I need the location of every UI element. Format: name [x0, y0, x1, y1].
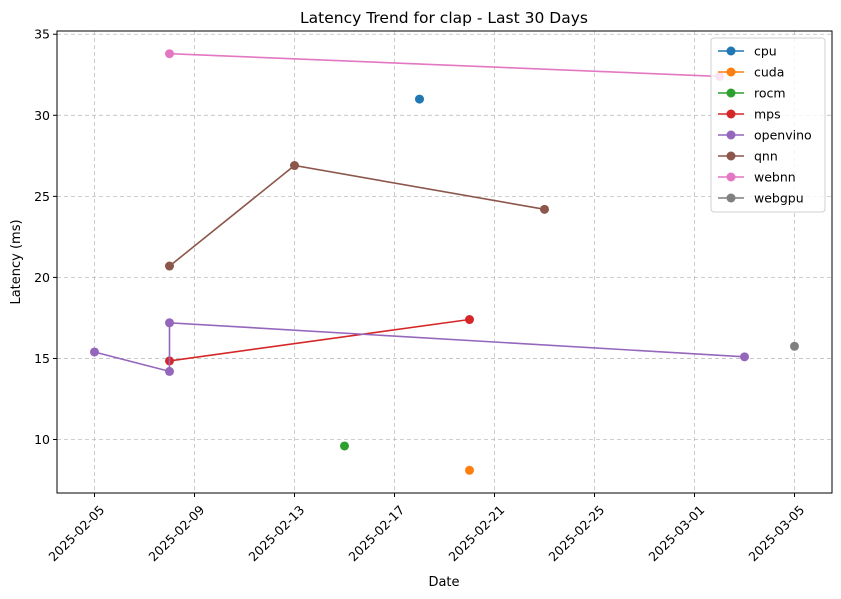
- legend-entry-mps: mps: [718, 107, 781, 122]
- legend-entry-qnn: qnn: [718, 149, 778, 164]
- series-layer: [90, 49, 799, 475]
- legend-entry-openvino: openvino: [718, 128, 812, 143]
- series-qnn: [165, 161, 549, 271]
- data-point-mps: [465, 315, 474, 325]
- y-tick-label: 15: [34, 351, 50, 366]
- y-tick-label: 35: [34, 27, 50, 42]
- legend-swatch-marker: [726, 130, 736, 140]
- legend-entry-webnn: webnn: [718, 170, 796, 185]
- data-point-openvino: [165, 366, 174, 376]
- y-axis-label: Latency (ms): [9, 219, 24, 304]
- legend-label: rocm: [754, 86, 786, 101]
- legend-entry-cpu: cpu: [718, 44, 777, 59]
- grid-lines: [57, 31, 832, 493]
- y-tick-label: 10: [34, 432, 50, 447]
- legend-swatch-marker: [726, 46, 736, 56]
- legend-label: cpu: [754, 44, 777, 59]
- legend-entry-rocm: rocm: [718, 86, 786, 101]
- chart-title: Latency Trend for clap - Last 30 Days: [300, 9, 588, 27]
- series-cpu: [415, 94, 424, 104]
- series-line-webnn: [169, 52, 720, 78]
- y-tick-label: 20: [34, 270, 50, 285]
- legend-swatch-marker: [726, 88, 736, 98]
- legend-label: cuda: [754, 65, 784, 80]
- data-point-openvino: [740, 352, 749, 362]
- legend-label: qnn: [754, 149, 778, 164]
- legend-label: webnn: [754, 170, 796, 185]
- series-line-openvino: [94, 321, 745, 373]
- series-rocm: [340, 441, 349, 451]
- legend-entry-cuda: cuda: [718, 65, 784, 80]
- y-tick-label: 25: [34, 189, 50, 204]
- legend-label: openvino: [754, 128, 812, 143]
- legend-swatch-marker: [726, 67, 736, 77]
- legend: cpu cuda rocm mps openvino qnn webnn webgpu: [710, 37, 826, 213]
- data-point-cpu: [415, 94, 424, 104]
- legend-swatch-marker: [726, 151, 736, 161]
- legend-entry-webgpu: webgpu: [718, 191, 804, 206]
- x-axis-label: Date: [428, 575, 459, 590]
- data-point-webnn: [165, 49, 174, 59]
- plot-frame: [56, 30, 833, 494]
- legend-swatch-marker: [726, 193, 736, 203]
- data-point-cuda: [465, 465, 474, 475]
- series-line-mps: [169, 318, 470, 362]
- data-point-rocm: [340, 441, 349, 451]
- series-openvino: [90, 318, 749, 376]
- y-tick-label: 30: [34, 108, 50, 123]
- legend-label: webgpu: [754, 191, 804, 206]
- data-point-openvino: [90, 347, 99, 357]
- legend-swatch-marker: [726, 109, 736, 119]
- series-cuda: [465, 465, 474, 475]
- data-point-openvino: [165, 318, 174, 328]
- legend-swatch-marker: [726, 172, 736, 182]
- series-webgpu: [790, 341, 799, 351]
- data-point-qnn: [165, 261, 174, 271]
- legend-label: mps: [754, 107, 781, 122]
- data-point-webgpu: [790, 341, 799, 351]
- data-point-qnn: [540, 204, 549, 214]
- legend-box: [710, 37, 826, 213]
- data-point-qnn: [290, 161, 299, 171]
